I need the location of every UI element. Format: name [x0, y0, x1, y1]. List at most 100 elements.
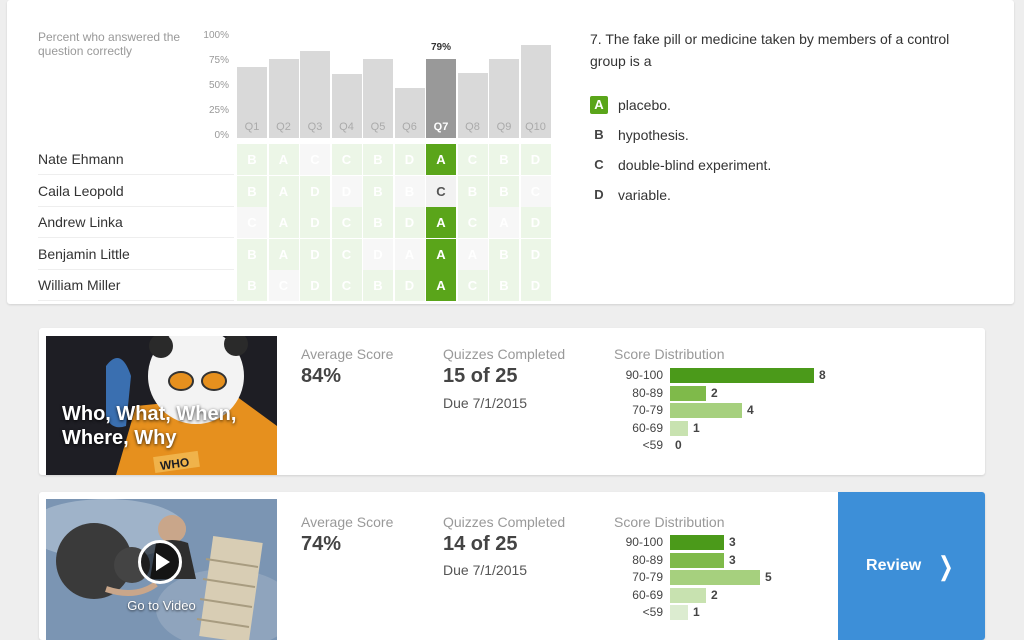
answer-cell[interactable]: B — [237, 144, 267, 175]
student-name[interactable]: Caila Leopold — [38, 176, 234, 207]
answer-cell[interactable]: C — [331, 207, 362, 238]
distribution-count: 8 — [819, 368, 826, 382]
answer-cell[interactable]: C — [426, 175, 456, 207]
question-text: 7. The fake pill or medicine taken by me… — [590, 31, 950, 69]
answer-cell[interactable]: A — [394, 238, 425, 270]
answer-cell[interactable]: D — [394, 270, 425, 301]
answer-cell[interactable]: B — [363, 207, 393, 238]
answer-cell[interactable]: B — [489, 238, 519, 270]
answer-cell[interactable]: B — [489, 175, 519, 207]
answer-cell[interactable]: D — [520, 207, 551, 238]
answer-cell[interactable]: D — [520, 144, 551, 175]
answer-cell[interactable]: C — [457, 144, 488, 175]
answer-cell[interactable]: C — [457, 207, 488, 238]
question-label[interactable]: Q6 — [402, 121, 417, 133]
distribution-count: 3 — [729, 535, 736, 549]
panda-illustration-icon — [46, 336, 277, 475]
question-label[interactable]: Q2 — [276, 121, 291, 133]
answer-cell[interactable]: D — [394, 207, 425, 238]
student-name[interactable]: Nate Ehmann — [38, 144, 234, 175]
review-button-label: Review — [866, 557, 922, 574]
play-icon[interactable] — [138, 540, 182, 584]
answer-cell[interactable]: B — [489, 144, 519, 175]
answer-cell[interactable]: D — [300, 238, 330, 270]
answer-cell[interactable]: C — [268, 270, 299, 301]
answer-cell[interactable]: B — [237, 270, 267, 301]
distribution-bar — [670, 570, 760, 585]
answer-cell[interactable]: B — [363, 175, 393, 207]
question-bar-q7[interactable] — [426, 59, 456, 138]
question-bar-q9[interactable] — [489, 59, 519, 138]
quizzes-completed-value: 14 of 25 — [443, 533, 518, 555]
quiz-card[interactable]: Go to Video Average Score 74% Quizzes Co… — [39, 492, 985, 640]
distribution-row: 90-100 8 — [626, 367, 890, 383]
answer-cell[interactable]: C — [520, 175, 551, 207]
answer-cell[interactable]: B — [489, 270, 519, 301]
student-name[interactable]: Andrew Linka — [38, 207, 234, 238]
go-to-video-caption[interactable]: Go to Video — [127, 598, 196, 613]
question-bar-q4[interactable] — [331, 74, 362, 138]
choice-text: variable. — [618, 187, 671, 203]
thumbnail-title: Who, What, When, Where, Why — [62, 403, 237, 449]
answer-cell[interactable]: D — [331, 175, 362, 207]
answer-cell[interactable]: C — [237, 207, 267, 238]
question-label[interactable]: Q1 — [244, 121, 260, 133]
question-label[interactable]: Q10 — [525, 121, 546, 133]
answer-cell[interactable]: D — [394, 144, 425, 175]
question-bar-q5[interactable] — [363, 59, 393, 138]
answer-cell[interactable]: A — [268, 144, 299, 175]
answer-cell[interactable]: D — [520, 238, 551, 270]
question-label[interactable]: Q7 — [433, 121, 449, 133]
question-label[interactable]: Q4 — [339, 121, 354, 133]
answer-cell[interactable]: B — [363, 270, 393, 301]
due-date: Due 7/1/2015 — [443, 395, 528, 411]
answer-cell[interactable]: D — [300, 207, 330, 238]
answer-cell[interactable]: A — [268, 207, 299, 238]
answer-cell[interactable]: C — [457, 270, 488, 301]
choice-text: hypothesis. — [618, 127, 689, 143]
answer-cell[interactable]: A — [457, 238, 488, 270]
answer-cell[interactable]: A — [426, 207, 456, 238]
answer-cell[interactable]: B — [237, 238, 267, 270]
answer-cell[interactable]: A — [426, 270, 456, 301]
answer-cell[interactable]: C — [300, 144, 330, 175]
quiz-thumbnail[interactable]: Who, What, When, Where, Why WHO — [46, 336, 277, 475]
answer-cell[interactable]: A — [268, 238, 299, 270]
student-name[interactable]: Benjamin Little — [38, 239, 234, 270]
answer-cell[interactable]: C — [331, 144, 362, 175]
answer-cell[interactable]: C — [331, 238, 362, 270]
question-label[interactable]: Q5 — [370, 121, 386, 133]
answer-cell[interactable]: B — [363, 144, 393, 175]
review-button[interactable]: Review ❯ — [838, 492, 985, 640]
answer-cell[interactable]: C — [331, 270, 362, 301]
answer-cell[interactable]: D — [520, 270, 551, 301]
answer-cell[interactable]: A — [489, 207, 519, 238]
video-thumbnail[interactable]: Go to Video — [46, 499, 277, 640]
answer-cell[interactable]: B — [394, 175, 425, 207]
answer-cell[interactable]: B — [457, 175, 488, 207]
answer-cell[interactable]: B — [237, 175, 267, 207]
question-label[interactable]: Q3 — [307, 121, 323, 133]
question-bar-q3[interactable] — [300, 51, 330, 138]
question-label[interactable]: Q8 — [465, 121, 480, 133]
quiz-card[interactable]: Who, What, When, Where, Why WHO Average … — [39, 328, 985, 475]
answer-cell[interactable]: D — [300, 270, 330, 301]
question-bar-q10[interactable] — [520, 45, 551, 138]
answer-cell[interactable]: A — [426, 144, 456, 175]
answer-cell[interactable]: A — [268, 175, 299, 207]
distribution-row: 90-100 3 — [626, 534, 890, 550]
answer-cell[interactable]: A — [426, 238, 456, 270]
answer-cell[interactable]: D — [300, 175, 330, 207]
question-bar-q8[interactable] — [457, 73, 488, 138]
question-label[interactable]: Q9 — [496, 121, 512, 133]
choice-letter: A — [590, 96, 608, 114]
answer-cell[interactable]: D — [363, 238, 393, 270]
question-bar-q2[interactable] — [268, 59, 299, 138]
question-bar-q1[interactable] — [237, 67, 267, 138]
distribution-range: <59 — [642, 438, 663, 452]
student-name[interactable]: William Miller — [38, 270, 234, 301]
distribution-count: 4 — [747, 403, 754, 417]
question-bar-q6[interactable] — [394, 88, 425, 138]
distribution-count: 1 — [693, 420, 700, 435]
